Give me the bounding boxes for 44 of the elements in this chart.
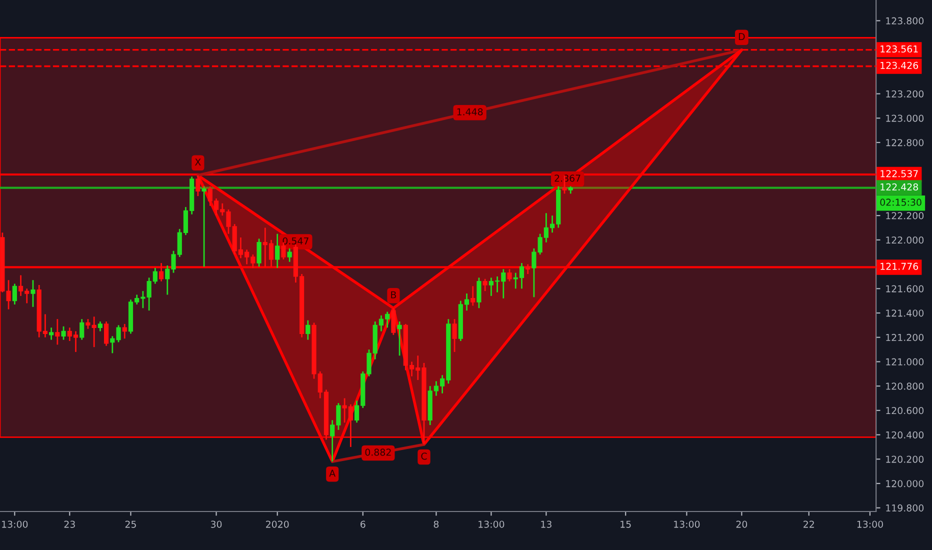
y-tick-label: 120.200 — [886, 456, 924, 463]
x-tick-label: 2020 — [266, 520, 289, 528]
annotation: 0.547 — [282, 237, 308, 244]
x-tick-label: 20 — [736, 520, 748, 528]
x-tick-label: 13 — [541, 520, 552, 528]
annotation: D — [738, 33, 745, 40]
y-tick-label: 120.400 — [886, 431, 924, 438]
y-tick-label: 122.800 — [886, 139, 924, 146]
y-tick-label: 120.800 — [886, 382, 924, 390]
y-tick-label: 122.000 — [886, 236, 924, 244]
x-tick-label: 15 — [620, 520, 631, 528]
y-tick-label: 123.800 — [886, 17, 924, 24]
y-tick-label: 121.200 — [886, 334, 924, 342]
annotation: B — [391, 291, 396, 298]
text: 02:15:30 — [880, 198, 922, 206]
ref-line-label: 122.428 — [880, 183, 918, 191]
ref-line-label: 122.537 — [880, 170, 918, 178]
annotation: A — [329, 470, 336, 477]
annotation: 1.448 — [457, 108, 483, 116]
x-tick-label: 8 — [434, 520, 439, 528]
ref-line-label: 123.426 — [880, 62, 918, 69]
annotation: C — [421, 452, 427, 460]
y-tick-label: 122.200 — [886, 212, 924, 220]
annotation: 0.882 — [365, 448, 391, 456]
annotation: X — [194, 158, 201, 166]
x-tick-label: 23 — [64, 520, 75, 528]
ref-line-label: 123.561 — [880, 45, 918, 53]
x-tick-label: 30 — [210, 520, 222, 528]
ref-line-label: 121.776 — [880, 262, 918, 270]
y-tick-label: 120.000 — [886, 480, 924, 488]
y-tick-label: 121.000 — [886, 358, 924, 366]
x-tick-label: 13:00 — [2, 520, 28, 528]
x-tick-label: 13:00 — [674, 520, 700, 528]
y-tick-label: 121.400 — [886, 310, 924, 317]
y-tick-label: 123.200 — [886, 90, 924, 98]
x-tick-label: 13:00 — [857, 520, 883, 528]
x-tick-label: 13:00 — [478, 520, 504, 528]
x-tick-label: 6 — [360, 520, 366, 528]
y-tick-label: 120.600 — [886, 406, 924, 414]
x-tick-label: 22 — [804, 520, 814, 528]
y-tick-label: 119.800 — [886, 504, 924, 512]
x-tick-label: 25 — [125, 520, 136, 528]
y-tick-label: 123.000 — [886, 114, 924, 122]
y-tick-label: 121.600 — [886, 285, 924, 292]
